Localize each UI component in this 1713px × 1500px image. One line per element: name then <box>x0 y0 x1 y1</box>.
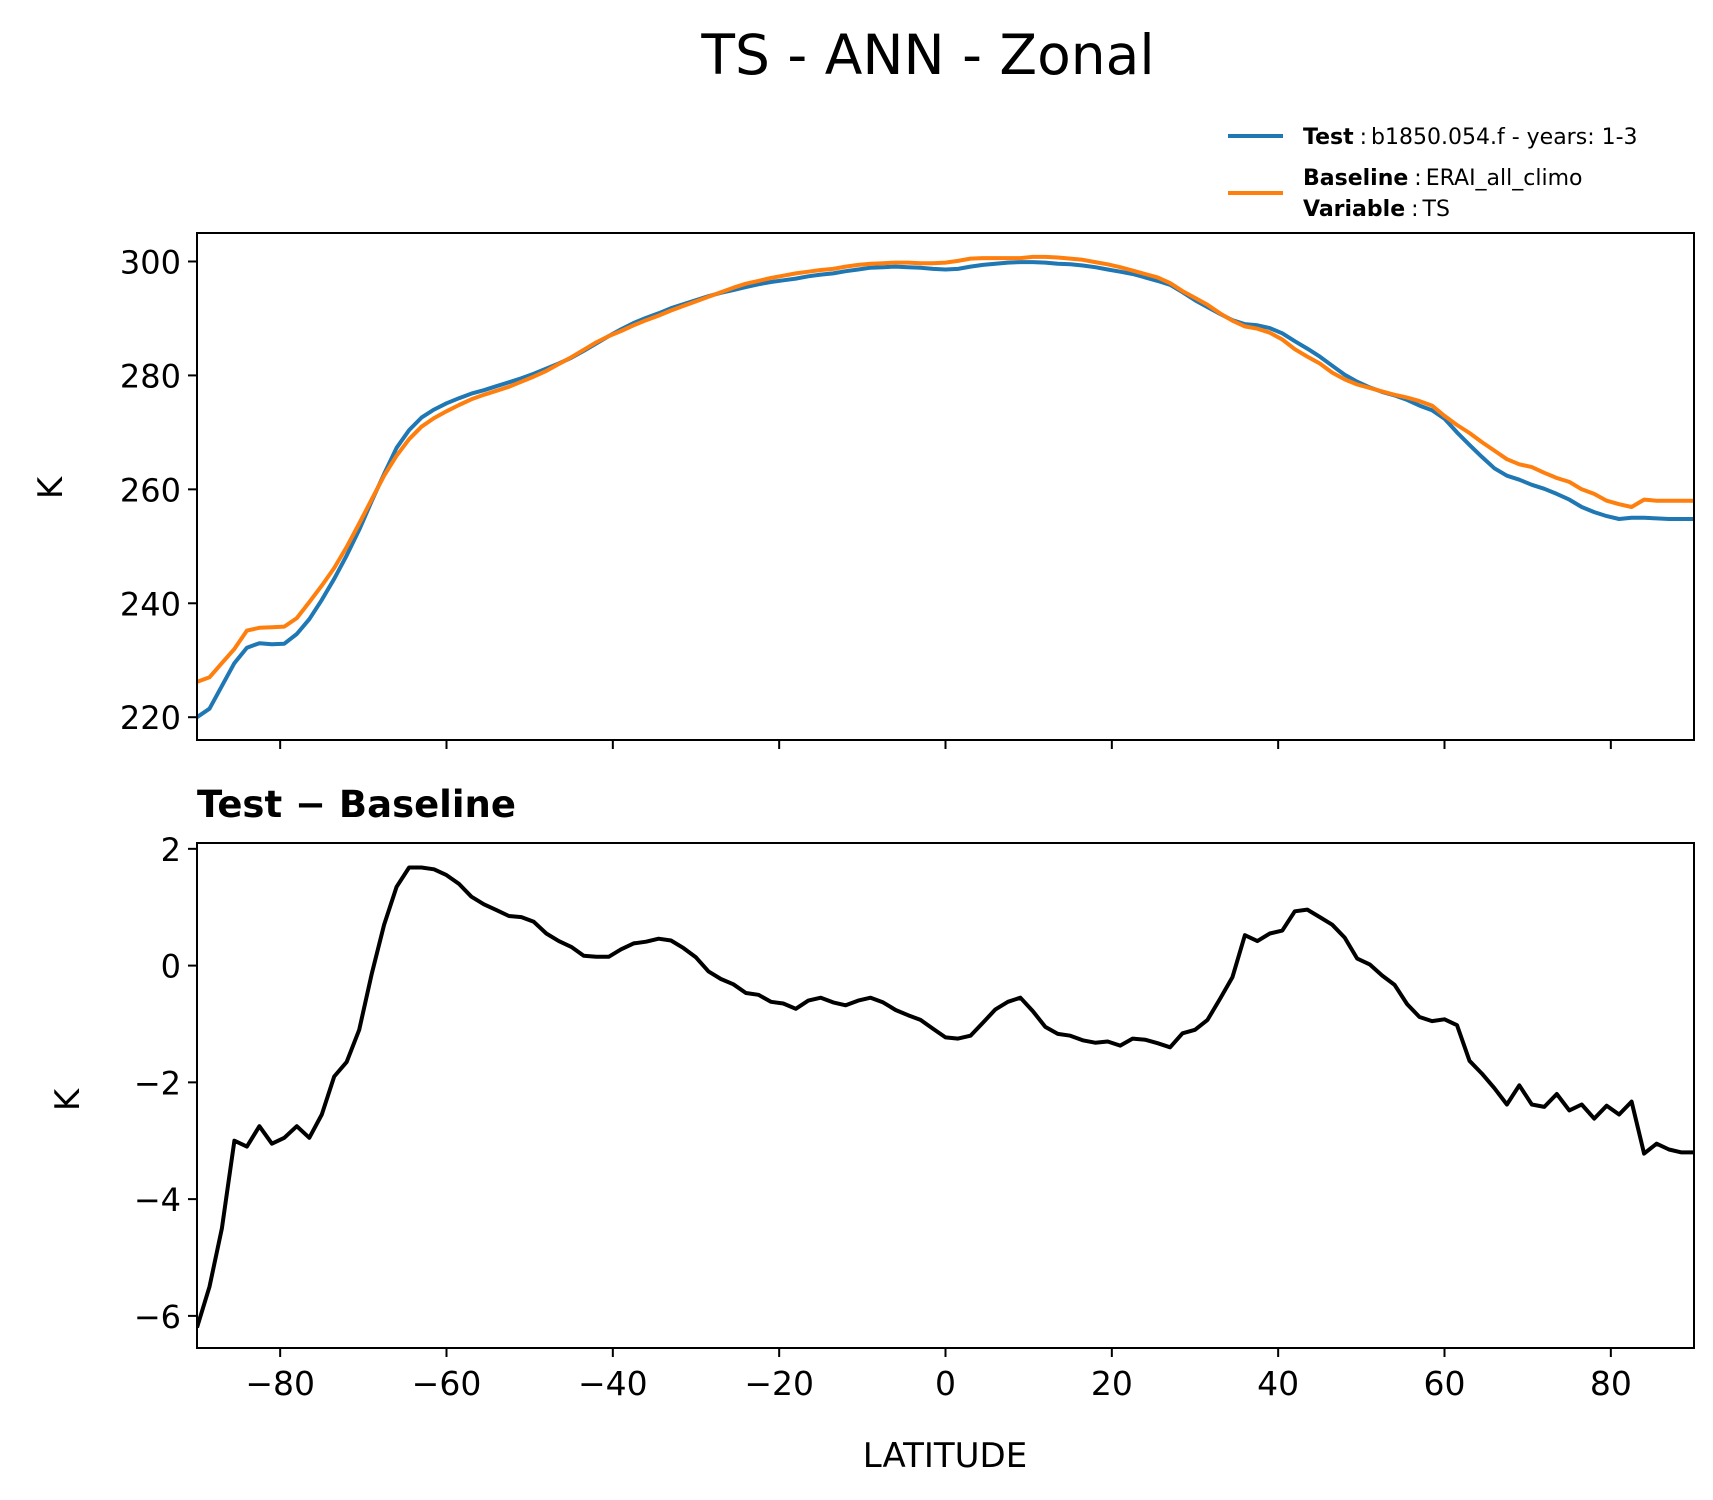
bottom-plot-ytick-label: 2 <box>161 831 181 869</box>
top-plot-ytick-label: 300 <box>120 243 181 281</box>
bottom-plot-xtick-label: 40 <box>1257 1364 1299 1403</box>
bottom-plot-y-axis-label: K <box>48 1087 88 1111</box>
bottom-plot-ytick-label: −4 <box>134 1181 181 1219</box>
legend-variable-key: Variable <box>1303 197 1405 222</box>
bottom-plot-ytick-label: −6 <box>134 1298 181 1336</box>
legend-baseline-key: Baseline <box>1303 166 1408 191</box>
bottom-plot-title: Test − Baseline <box>197 783 516 826</box>
bottom-plot-frame <box>196 842 1695 1349</box>
bottom-plot-xtick-label: −60 <box>412 1364 482 1403</box>
bottom-plot-difference-line <box>197 865 1694 1329</box>
legend-baseline-label: Baseline: ERAI_all_climo <box>1303 166 1582 191</box>
legend-baseline-separator: : <box>1414 166 1421 191</box>
x-axis-label: LATITUDE <box>863 1436 1027 1476</box>
bottom-plot-xtick-label: 80 <box>1590 1364 1632 1403</box>
top-plot-ytick-label: 240 <box>120 585 181 623</box>
bottom-plot-xtick-label: −20 <box>744 1364 814 1403</box>
bottom-plot-ytick-label: 0 <box>161 948 181 986</box>
legend-test-key: Test <box>1303 125 1354 150</box>
bottom-plot-xtick-label: 60 <box>1424 1364 1466 1403</box>
top-plot-test-line <box>197 260 1694 719</box>
bottom-plot-xtick-label: 0 <box>935 1364 956 1403</box>
bottom-plot-marks: −6−4−202−80 −60 −40 −20 0 20 40 60 80 <box>134 831 1694 1403</box>
top-plot-ytick-label: 220 <box>120 699 181 737</box>
top-plot-ytick-label: 280 <box>120 357 181 395</box>
top-plot: K 220 240 260 280 300 <box>31 232 1695 749</box>
bottom-plot-xtick-label: −80 <box>245 1364 315 1403</box>
legend: Test: b1850.054.f - years: 1-3 Baseline: E… <box>1228 125 1638 222</box>
top-plot-y-axis-label: K <box>31 475 71 499</box>
legend-test-value: b1850.054.f - years: 1-3 <box>1371 125 1637 150</box>
figure-title: TS - ANN - Zonal <box>700 23 1154 87</box>
top-plot-frame <box>196 232 1695 741</box>
top-plot-ytick-label: 260 <box>120 471 181 509</box>
bottom-plot-xtick-label: 20 <box>1091 1364 1133 1403</box>
legend-baseline-value: ERAI_all_climo <box>1426 166 1583 191</box>
legend-test-separator: : <box>1360 125 1367 150</box>
bottom-plot: Test − Baseline K LATITUDE −6−4−202−80 −6… <box>48 783 1695 1476</box>
legend-variable-value: TS <box>1422 197 1450 222</box>
bottom-plot-ytick-label: −2 <box>134 1064 181 1102</box>
legend-variable-separator: : <box>1411 197 1418 222</box>
legend-variable-label: Variable: TS <box>1303 197 1450 222</box>
legend-test-label: Test: b1850.054.f - years: 1-3 <box>1303 125 1638 150</box>
top-plot-baseline-line <box>197 254 1694 684</box>
top-plot-marks: 220 240 260 280 300 <box>120 243 1694 749</box>
bottom-plot-xtick-label: −40 <box>578 1364 648 1403</box>
